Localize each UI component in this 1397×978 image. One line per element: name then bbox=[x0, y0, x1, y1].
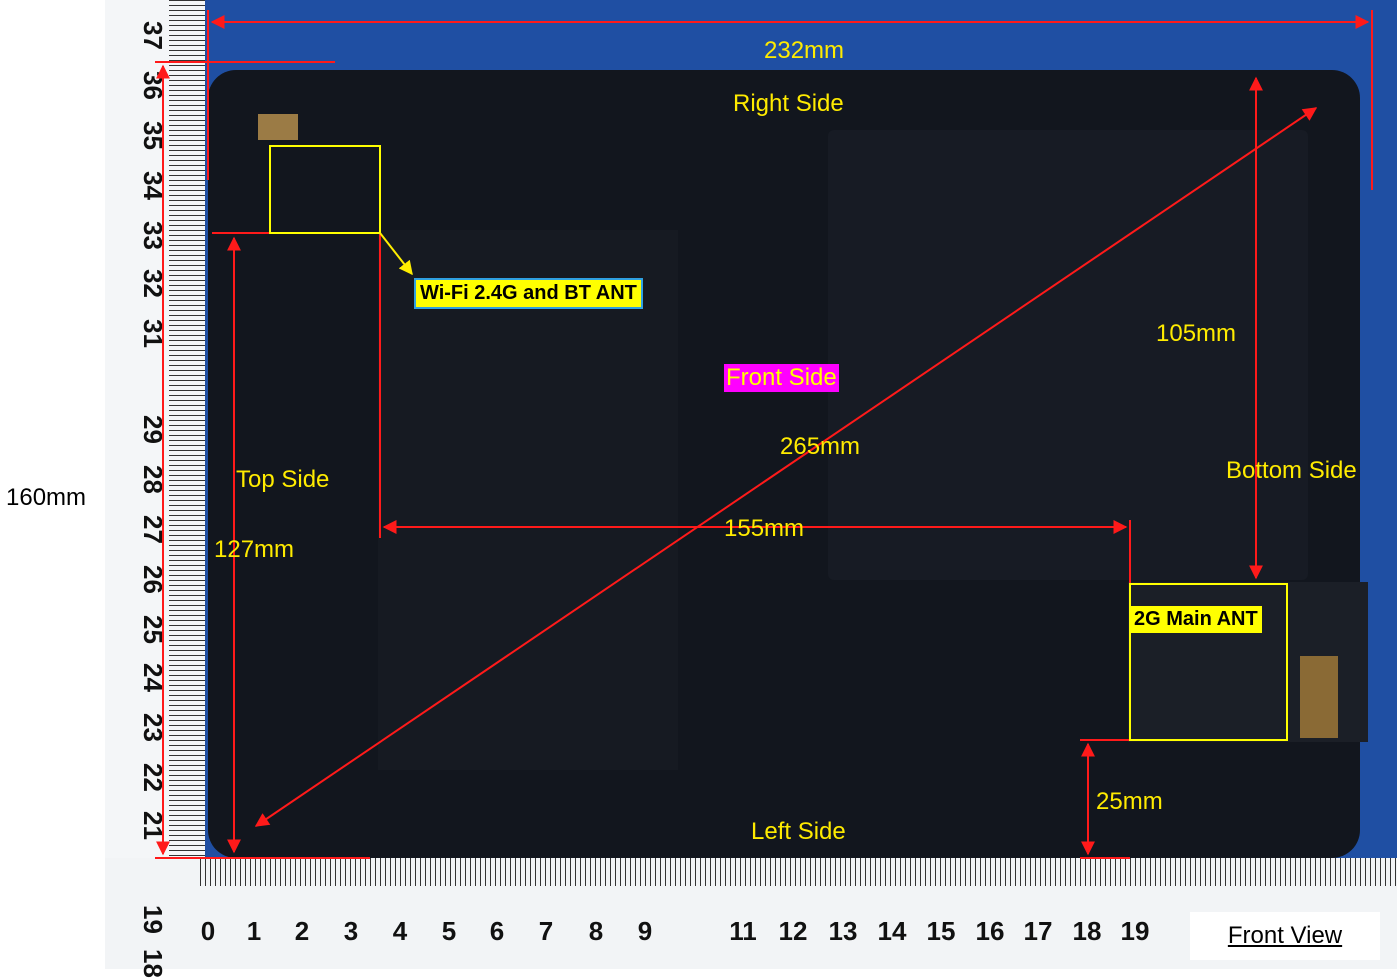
ruler-number: 4 bbox=[392, 916, 408, 946]
ruler-number: 14 bbox=[877, 916, 907, 946]
right-side-label: Right Side bbox=[733, 90, 844, 117]
diagonal-label: 265mm bbox=[780, 433, 861, 460]
ruler-number: 1 bbox=[246, 916, 262, 946]
wifi-height-label: 127mm bbox=[214, 536, 295, 563]
ruler-ticks bbox=[200, 858, 1397, 886]
ruler-number: 8 bbox=[588, 916, 604, 946]
ruler-number: 9 bbox=[637, 916, 653, 946]
width-label: 232mm bbox=[764, 37, 845, 64]
ruler-number: 12 bbox=[778, 916, 808, 946]
main-antenna-tag: 2G Main ANT bbox=[1130, 606, 1262, 633]
top-side-label: Top Side bbox=[236, 466, 330, 493]
ruler-number: 17 bbox=[1023, 916, 1053, 946]
front-view-label: Front View bbox=[1227, 922, 1343, 949]
ruler-number: 16 bbox=[975, 916, 1005, 946]
main-antenna-outline bbox=[1129, 583, 1288, 741]
ruler-number: 15 bbox=[926, 916, 956, 946]
wifi-pointer-arrow bbox=[379, 232, 413, 276]
ruler-number: 0 bbox=[200, 916, 216, 946]
horizontal-ruler bbox=[105, 858, 1397, 969]
ruler-number: 11 bbox=[729, 916, 757, 946]
ruler-number: 3 bbox=[343, 916, 359, 946]
diagonal-arrow bbox=[254, 107, 1318, 827]
ruler-number: 7 bbox=[538, 916, 554, 946]
ruler-number: 2 bbox=[294, 916, 310, 946]
ruler-number: 13 bbox=[828, 916, 858, 946]
wifi-antenna-outline bbox=[269, 145, 381, 234]
ruler-number: 18 bbox=[1072, 916, 1102, 946]
front-view-caption: Front View bbox=[1190, 912, 1380, 960]
wifi-to-main-label: 155mm bbox=[724, 515, 805, 542]
left-side-label: Left Side bbox=[751, 818, 846, 845]
front-side-label: Front Side bbox=[724, 364, 839, 392]
ruler-ticks bbox=[169, 0, 205, 969]
main-to-top-label: 105mm bbox=[1156, 320, 1237, 347]
bottom-side-label: Bottom Side bbox=[1226, 457, 1357, 484]
ruler-number: 19 bbox=[1120, 916, 1150, 946]
vertical-ruler bbox=[105, 0, 205, 969]
wifi-antenna-tag: Wi-Fi 2.4G and BT ANT bbox=[414, 278, 643, 309]
ruler-number: 6 bbox=[489, 916, 505, 946]
main-to-bottom-label: 25mm bbox=[1096, 788, 1163, 815]
height-label: 160mm bbox=[6, 484, 87, 511]
ruler-number: 5 bbox=[441, 916, 457, 946]
